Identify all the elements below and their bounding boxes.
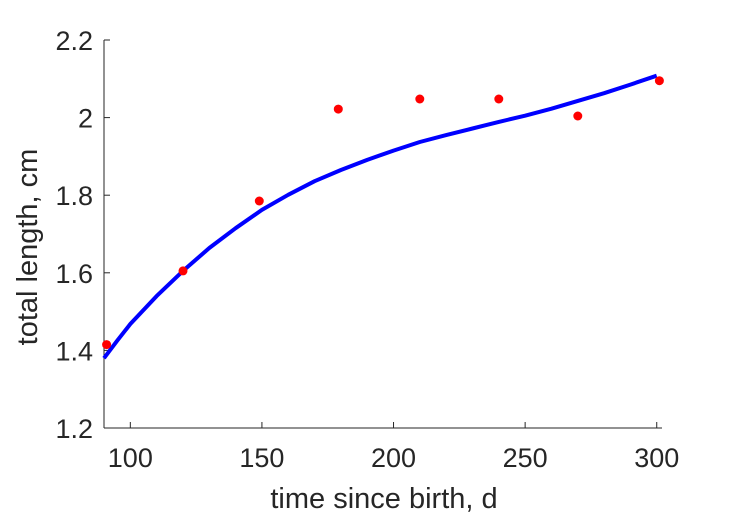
data-point xyxy=(654,76,664,86)
series xyxy=(102,73,664,360)
x-tick-label: 150 xyxy=(239,443,284,473)
x-axis-label: time since birth, d xyxy=(270,483,497,515)
data-point xyxy=(573,111,583,121)
y-tick-label: 2 xyxy=(78,104,93,134)
ticks: 100 150 200 250 300 1.2 1.4 1.6 1.8 2 2.2 xyxy=(55,26,679,473)
fit-curve-line xyxy=(102,73,658,360)
data-point xyxy=(102,340,112,350)
y-tick-label: 2.2 xyxy=(55,26,93,56)
x-tick-label: 200 xyxy=(371,443,416,473)
y-tick-label: 1.8 xyxy=(55,181,93,211)
axes xyxy=(103,40,662,429)
data-point xyxy=(254,196,264,206)
data-point xyxy=(494,94,504,104)
y-tick-label: 1.4 xyxy=(55,336,93,366)
x-tick-label: 250 xyxy=(503,443,548,473)
data-point xyxy=(178,266,188,276)
data-point xyxy=(333,104,343,114)
x-tick-label: 300 xyxy=(634,443,679,473)
y-tick-label: 1.6 xyxy=(55,259,93,289)
data-point xyxy=(415,94,425,104)
y-axis-label: total length, cm xyxy=(12,149,44,346)
x-tick-label: 100 xyxy=(108,443,153,473)
y-tick-label: 1.2 xyxy=(55,414,93,444)
